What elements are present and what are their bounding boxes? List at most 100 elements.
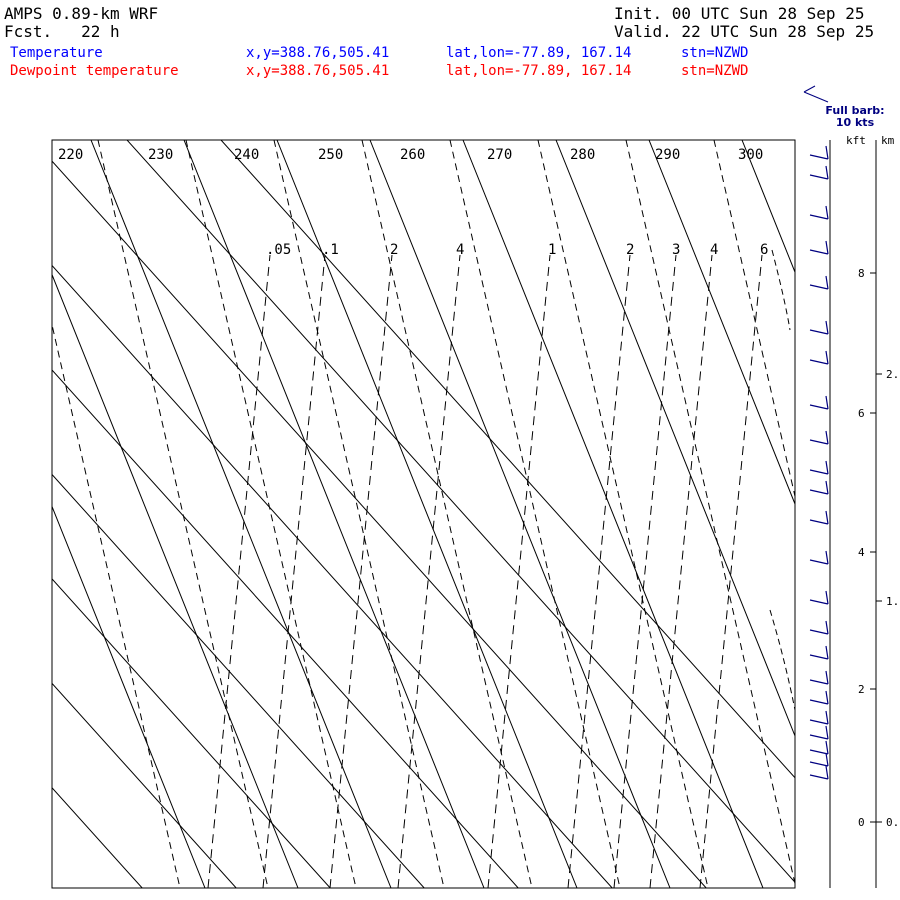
mixing-ratio-line — [567, 254, 631, 888]
wind-barb — [809, 350, 829, 365]
isotherm-line — [126, 140, 795, 883]
wind-barb — [809, 645, 829, 660]
isotherm-line — [52, 787, 143, 888]
dry-adiabat-line — [90, 140, 392, 888]
moist-adiabat-line — [185, 140, 357, 888]
kft-tick-label: 0 — [858, 816, 865, 829]
dry-adiabat-line — [555, 140, 795, 738]
moist-adiabat-line — [273, 140, 445, 888]
moist-adiabat-line — [802, 140, 900, 888]
dry-adiabat-line — [462, 140, 764, 888]
mixing-ratio-label: .1 — [322, 242, 339, 258]
mixing-ratio-line — [699, 254, 763, 888]
kft-tick-label: 8 — [858, 267, 865, 280]
kft-tick-label: 4 — [858, 546, 865, 559]
moist-adiabat-line — [361, 140, 533, 888]
legend-dewpoint-stn: stn=NZWD — [681, 63, 749, 79]
theta-label: 230 — [148, 147, 173, 163]
barb-example-shaft — [803, 91, 829, 103]
model-title: AMPS 0.89-km WRF — [4, 4, 159, 23]
legend-dewpoint-latlon: lat,lon=-77.89, 167.14 — [446, 63, 632, 79]
mixing-ratio-label: 4 — [456, 242, 464, 258]
wind-barb — [809, 480, 829, 495]
barb-note-speed: 10 kts — [836, 116, 875, 129]
theta-label: 280 — [570, 147, 595, 163]
legend-temperature-latlon: lat,lon=-77.89, 167.14 — [446, 45, 632, 61]
isotherm-line — [52, 473, 425, 888]
legend-dewpoint-xy: x,y=388.76,505.41 — [246, 63, 390, 79]
wind-barb — [809, 690, 829, 705]
mixing-ratio-line — [207, 254, 271, 888]
wind-barb — [809, 550, 829, 565]
dry-adiabat-line — [369, 140, 671, 888]
theta-label: 240 — [234, 147, 259, 163]
km-tick-label: 0. — [886, 816, 899, 829]
moist-adiabat-line — [713, 140, 795, 499]
dry-adiabat-line — [741, 140, 795, 274]
mixing-ratio-line — [649, 254, 713, 888]
mixing-ratio-label: .05 — [266, 242, 291, 258]
upper-dashed-trace — [771, 249, 791, 331]
wind-barb — [809, 430, 829, 445]
wind-barb — [809, 320, 829, 335]
km-unit-label: km — [881, 134, 895, 147]
theta-label: 260 — [400, 147, 425, 163]
barb-example-flag — [803, 85, 816, 93]
legend-temperature-stn: stn=NZWD — [681, 45, 749, 61]
lower-dashed-trace — [769, 609, 796, 711]
wind-barb — [809, 145, 829, 160]
wind-barb — [809, 670, 829, 685]
dry-adiabat-line — [52, 505, 206, 888]
mixing-ratio-label: 6 — [760, 242, 768, 258]
legend-dewpoint-label: Dewpoint temperature — [10, 63, 179, 79]
wind-barb — [809, 620, 829, 635]
theta-label: 290 — [655, 147, 680, 163]
legend-temperature-label: Temperature — [10, 45, 103, 61]
wind-barb — [809, 510, 829, 525]
mixing-ratio-line — [262, 254, 326, 888]
theta-label: 250 — [318, 147, 343, 163]
dry-adiabat-line — [183, 140, 485, 888]
isotherm-line — [52, 160, 707, 888]
theta-label: 270 — [487, 147, 512, 163]
moist-adiabat-line — [449, 140, 621, 888]
mixing-ratio-label: 3 — [672, 242, 680, 258]
barb-note-title: Full barb: — [825, 104, 884, 117]
mixing-ratio-label: 2 — [626, 242, 634, 258]
km-tick-label: 2. — [886, 368, 899, 381]
valid-time: Valid. 22 UTC Sun 28 Sep 25 — [614, 22, 875, 41]
isotherm-line — [52, 369, 519, 888]
dry-adiabat-line — [52, 273, 299, 888]
kft-unit-label: kft — [846, 134, 866, 147]
wind-barb — [809, 460, 829, 475]
moist-adiabat-line — [625, 140, 795, 886]
wind-barb — [809, 205, 829, 220]
wind-barb — [809, 165, 829, 180]
moist-adiabat-line — [97, 140, 269, 888]
isotherm-line — [52, 578, 331, 888]
theta-label: 220 — [58, 147, 83, 163]
kft-tick-label: 6 — [858, 407, 865, 420]
dry-adiabat-line — [648, 140, 795, 506]
isotherm-line — [52, 682, 237, 888]
kft-tick-label: 2 — [858, 683, 865, 696]
init-time: Init. 00 UTC Sun 28 Sep 25 — [614, 4, 865, 23]
theta-label: 300 — [738, 147, 763, 163]
plot-frame — [51, 139, 796, 889]
mixing-ratio-line — [613, 254, 677, 888]
dry-adiabat-line — [276, 140, 578, 888]
isotherm-line — [0, 140, 48, 888]
wind-barb — [809, 590, 829, 605]
wind-barb — [809, 395, 829, 410]
moist-adiabat-line — [52, 322, 181, 888]
wind-barb — [809, 240, 829, 255]
mixing-ratio-label: 1 — [548, 242, 556, 258]
mixing-ratio-label: 4 — [710, 242, 718, 258]
wind-barb — [809, 710, 829, 725]
wind-barb — [809, 740, 829, 755]
isotherm-line — [220, 140, 795, 779]
mixing-ratio-line — [329, 254, 393, 888]
wind-barb — [809, 752, 829, 767]
forecast-hour: Fcst. 22 h — [4, 22, 120, 41]
